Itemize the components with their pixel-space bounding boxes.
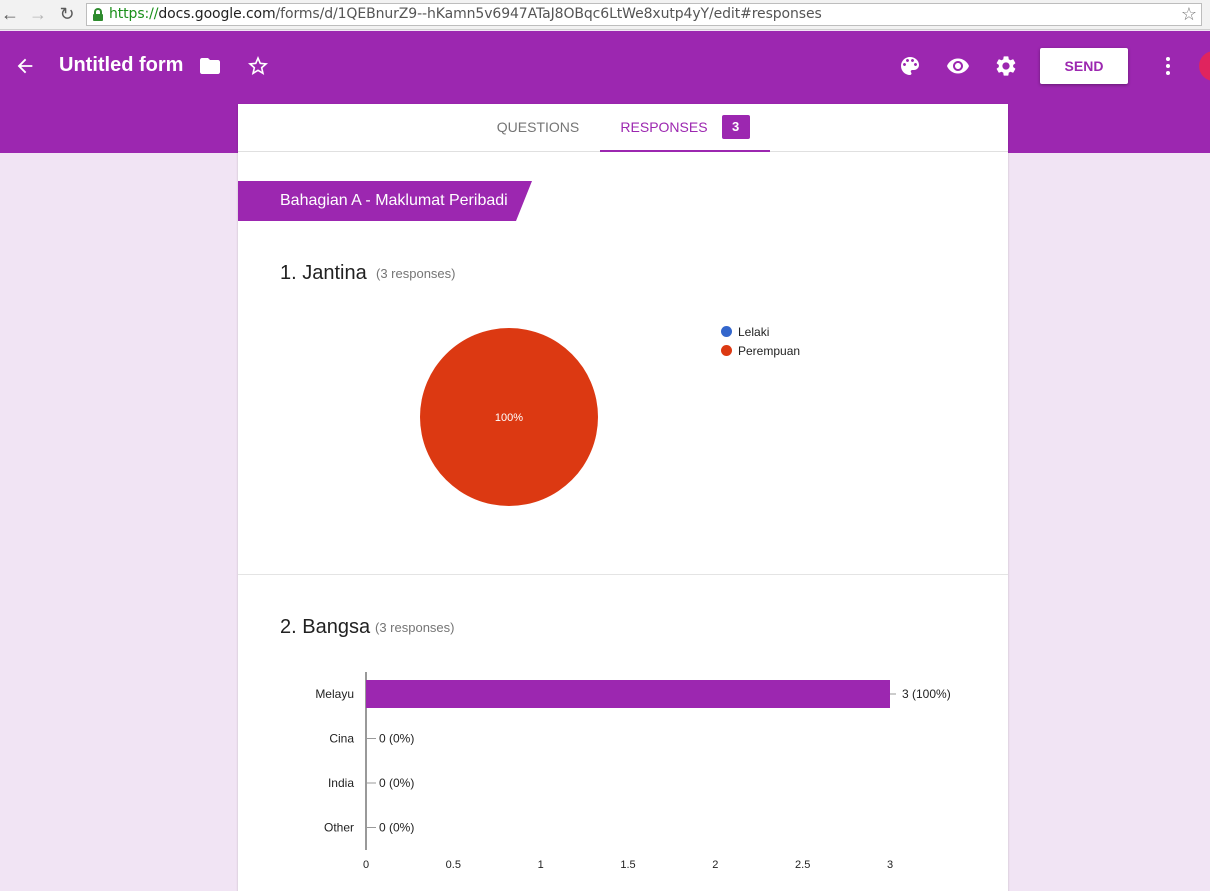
bar-x-tick-label: 3 <box>887 859 893 871</box>
pie-slice-perempuan[interactable] <box>420 328 598 506</box>
back-icon[interactable]: ← <box>1 4 19 24</box>
bar-chart: Melayu 3 (100%) Cina 0 (0%) India 0 (0%) Other… <box>315 672 951 871</box>
legend-dot-perempuan <box>721 345 732 356</box>
bar-data-label: 0 (0%) <box>379 821 414 835</box>
bar-x-tick-label: 2.5 <box>795 859 810 871</box>
question-1-title: 1. Jantina <box>280 262 367 284</box>
legend-dot-lelaki <box>721 326 732 337</box>
avatar[interactable] <box>1199 51 1210 81</box>
url-path: /forms/d/1QEBnurZ9--hKamn5v6947ATaJ8OBqc… <box>275 6 822 22</box>
forward-icon[interactable]: → <box>29 4 47 24</box>
gear-icon[interactable] <box>994 54 1018 83</box>
question-2-title: 2. Bangsa <box>280 616 371 638</box>
bar-category-label: Cina <box>329 732 354 746</box>
tab-bar: QUESTIONS RESPONSES 3 <box>238 104 1008 152</box>
tab-questions[interactable]: QUESTIONS <box>476 104 600 152</box>
responses-card: QUESTIONS RESPONSES 3 Bahagian A - Maklum… <box>238 104 1008 891</box>
url-protocol: https:// <box>109 6 159 22</box>
section-title: Bahagian A - Maklumat Peribadi <box>280 192 508 209</box>
section-banner: Bahagian A - Maklumat Peribadi <box>238 181 532 221</box>
legend-item-perempuan[interactable]: Perempuan <box>721 344 800 358</box>
lock-icon <box>93 8 103 21</box>
bar-melayu[interactable] <box>366 680 890 708</box>
question-2-count: (3 responses) <box>375 620 455 635</box>
folder-icon[interactable] <box>198 54 222 83</box>
bar-x-tick-label: 0.5 <box>446 859 461 871</box>
bar-x-tick-label: 2 <box>712 859 718 871</box>
bar-category-label: India <box>328 776 354 790</box>
url-host: docs.google.com <box>158 6 276 22</box>
bar-category-label: Other <box>324 821 354 835</box>
question-1-count: (3 responses) <box>376 266 456 281</box>
bookmark-star-icon[interactable]: ☆ <box>1180 4 1197 24</box>
legend-label-lelaki: Lelaki <box>738 325 770 339</box>
address-bar[interactable]: https://docs.google.com/forms/d/1QEBnurZ… <box>86 3 1202 26</box>
more-vert-icon[interactable] <box>1156 54 1180 83</box>
tab-responses-label: RESPONSES <box>620 119 708 135</box>
palette-icon[interactable] <box>898 54 922 83</box>
responses-count-badge: 3 <box>721 115 750 140</box>
bar-data-label: 3 (100%) <box>902 687 951 701</box>
bar-category-label: Melayu <box>315 687 354 701</box>
bar-x-tick-label: 0 <box>363 859 369 871</box>
pie-chart: 100% <box>420 328 598 506</box>
send-button[interactable]: SEND <box>1040 48 1128 84</box>
star-icon[interactable] <box>246 54 270 83</box>
reload-icon[interactable]: ↻ <box>59 4 75 24</box>
question-divider <box>238 574 1008 575</box>
form-title[interactable]: Untitled form <box>59 54 184 76</box>
pie-slice-label: 100% <box>495 412 523 424</box>
bar-x-tick-label: 1.5 <box>620 859 635 871</box>
legend-item-lelaki[interactable]: Lelaki <box>721 325 769 339</box>
browser-toolbar: ← → ↻ https://docs.google.com/forms/d/1Q… <box>0 0 1210 30</box>
bar-x-tick-label: 1 <box>538 859 544 871</box>
tab-questions-label: QUESTIONS <box>496 119 580 135</box>
bar-data-label: 0 (0%) <box>379 776 414 790</box>
tab-responses[interactable]: RESPONSES 3 <box>600 104 770 152</box>
eye-icon[interactable] <box>946 54 970 83</box>
bar-data-label: 0 (0%) <box>379 732 414 746</box>
legend-label-perempuan: Perempuan <box>738 344 801 358</box>
url-text[interactable]: https://docs.google.com/forms/d/1QEBnurZ… <box>109 6 822 22</box>
back-arrow-icon[interactable] <box>14 55 36 82</box>
